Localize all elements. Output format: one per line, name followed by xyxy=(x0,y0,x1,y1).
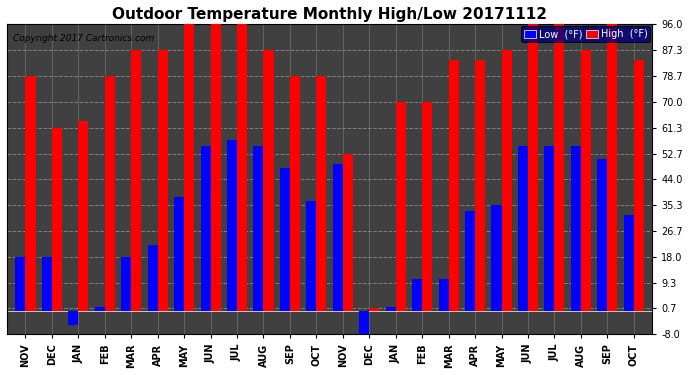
Bar xyxy=(502,50,511,310)
Bar xyxy=(343,153,353,310)
Bar xyxy=(422,102,432,310)
Bar xyxy=(439,279,449,310)
Bar xyxy=(26,76,35,310)
Bar xyxy=(52,128,62,310)
Bar xyxy=(555,24,564,310)
Bar xyxy=(237,24,247,310)
Bar xyxy=(396,102,406,310)
Bar xyxy=(369,309,380,310)
Bar xyxy=(544,146,555,310)
Bar xyxy=(280,168,290,310)
Bar xyxy=(95,307,105,310)
Legend: Low  (°F), High  (°F): Low (°F), High (°F) xyxy=(521,27,651,42)
Bar xyxy=(465,211,475,310)
Bar xyxy=(42,257,52,310)
Bar xyxy=(359,310,369,344)
Bar xyxy=(624,215,633,310)
Bar xyxy=(386,307,396,310)
Bar xyxy=(633,60,644,310)
Bar xyxy=(210,24,221,310)
Bar xyxy=(448,60,459,310)
Title: Outdoor Temperature Monthly High/Low 20171112: Outdoor Temperature Monthly High/Low 201… xyxy=(112,7,547,22)
Bar xyxy=(306,201,317,310)
Bar xyxy=(68,310,79,325)
Text: Copyright 2017 Cartronics.com: Copyright 2017 Cartronics.com xyxy=(13,34,155,43)
Bar xyxy=(227,140,237,310)
Bar xyxy=(264,50,273,310)
Bar xyxy=(148,245,158,310)
Bar xyxy=(518,146,528,310)
Bar xyxy=(598,159,607,310)
Bar xyxy=(131,50,141,310)
Bar xyxy=(174,197,184,310)
Bar xyxy=(121,257,131,310)
Bar xyxy=(607,24,618,310)
Bar xyxy=(528,24,538,310)
Bar xyxy=(201,146,210,310)
Bar xyxy=(105,76,115,310)
Bar xyxy=(475,60,485,310)
Bar xyxy=(571,146,581,310)
Bar xyxy=(290,76,300,310)
Bar xyxy=(158,50,168,310)
Bar xyxy=(79,122,88,310)
Bar xyxy=(317,76,326,310)
Bar xyxy=(581,50,591,310)
Bar xyxy=(15,257,26,310)
Bar xyxy=(491,206,502,310)
Bar xyxy=(253,146,264,310)
Bar xyxy=(333,164,343,310)
Bar xyxy=(184,24,194,310)
Bar xyxy=(412,279,422,310)
